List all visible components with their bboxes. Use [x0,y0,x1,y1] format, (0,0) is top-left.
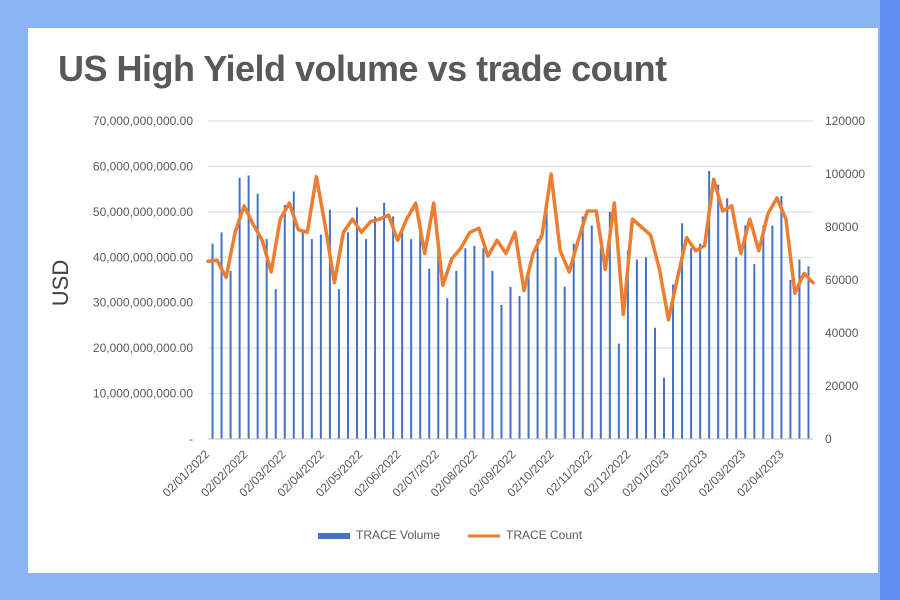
y-tick-label: 40,000,000,000.00 [93,250,193,264]
volume-bar [446,298,449,439]
volume-bars [211,170,810,440]
volume-bar [563,286,566,439]
volume-bar [374,216,377,439]
volume-bar [545,200,548,439]
volume-bar [229,270,232,439]
volume-bar [419,220,422,439]
volume-bar [265,239,268,439]
volume-bar [509,286,512,439]
chart-title: US High Yield volume vs trade count [58,48,667,89]
y-tick-label: 60,000,000,000.00 [93,159,193,173]
volume-bar [798,259,801,439]
volume-bar [744,225,747,439]
volume-bar [346,232,349,439]
right-edge-strip [880,0,900,600]
volume-bar [310,239,313,439]
volume-bar [410,239,413,439]
volume-bar [681,223,684,439]
legend: TRACE Volume TRACE Count [318,528,583,542]
y-tick-label: 20,000,000,000.00 [93,341,193,355]
y2-tick-label: 100000 [825,167,865,181]
volume-bar [437,239,440,439]
y2-tick-label: 20000 [825,379,859,393]
volume-bar [274,289,277,439]
volume-bar [301,230,304,439]
x-axis: 02/01/202202/02/202202/03/202202/04/2022… [160,438,813,500]
volume-bar [355,207,358,439]
volume-bar [572,243,575,439]
volume-bar [464,248,467,439]
volume-bar [699,243,702,439]
volume-bar [256,193,259,439]
volume-bar [518,295,521,439]
volume-bar [672,284,675,439]
volume-bar [635,259,638,439]
volume-bar [455,270,458,439]
volume-bar [365,239,368,439]
volume-bar [482,248,485,439]
y-axis-right: 0 20000 40000 60000 80000 100000 120000 [825,114,865,446]
y-tick-label: 30,000,000,000.00 [93,296,193,310]
volume-bar [337,289,340,439]
volume-bar [717,184,720,439]
volume-bar [608,211,611,439]
volume-bar [753,264,756,439]
volume-bar [581,216,584,439]
y-tick-label: 10,000,000,000.00 [93,387,193,401]
volume-bar [726,198,729,439]
volume-bar [626,250,629,439]
volume-bar [653,327,656,439]
legend-swatch-volume [318,533,350,539]
y-axis-left: - 10,000,000,000.00 20,000,000,000.00 30,00… [93,114,193,446]
volume-bar [617,343,620,439]
y2-tick-label: 120000 [825,114,865,128]
volume-bar [780,195,783,439]
count-line [206,172,815,322]
volume-bar [473,245,476,439]
legend-label-volume: TRACE Volume [356,528,440,542]
volume-bar [283,205,286,439]
volume-bar [428,268,431,439]
y2-tick-label: 60000 [825,273,859,287]
volume-bar [292,191,295,439]
legend-label-count: TRACE Count [506,528,583,542]
y2-tick-label: 40000 [825,326,859,340]
chart-svg: - 10,000,000,000.00 20,000,000,000.00 30,00… [48,114,865,542]
volume-bar [536,239,539,439]
volume-bar [500,304,503,439]
count-line-group [206,172,815,322]
volume-bar [789,280,792,439]
volume-bar [319,234,322,439]
volume-bar [383,202,386,439]
volume-bar [690,248,693,439]
y-tick-label: 70,000,000,000.00 [93,114,193,128]
volume-bar [392,216,395,439]
volume-bar [771,225,774,439]
volume-bar [554,257,557,439]
y-tick-label: 50,000,000,000.00 [93,205,193,219]
chart-card: US High Yield volume vs trade count - 10,… [28,28,878,573]
volume-bar [238,177,241,440]
volume-bar [220,232,223,439]
volume-bar [735,257,738,439]
volume-bar [247,175,250,439]
volume-bar [708,170,711,439]
volume-bar [328,209,331,439]
volume-bar [590,225,593,439]
y2-tick-label: 0 [825,432,832,446]
volume-bar [762,225,765,439]
volume-bar [644,257,647,439]
volume-bar [807,266,810,439]
y-tick-label: - [189,432,193,446]
volume-bar [211,243,214,439]
volume-bar [663,377,666,439]
volume-bar [599,248,602,439]
y-axis-label: USD [48,260,73,306]
volume-bar [401,230,404,439]
y2-tick-label: 80000 [825,220,859,234]
volume-bar [491,270,494,439]
volume-bar [527,268,530,439]
